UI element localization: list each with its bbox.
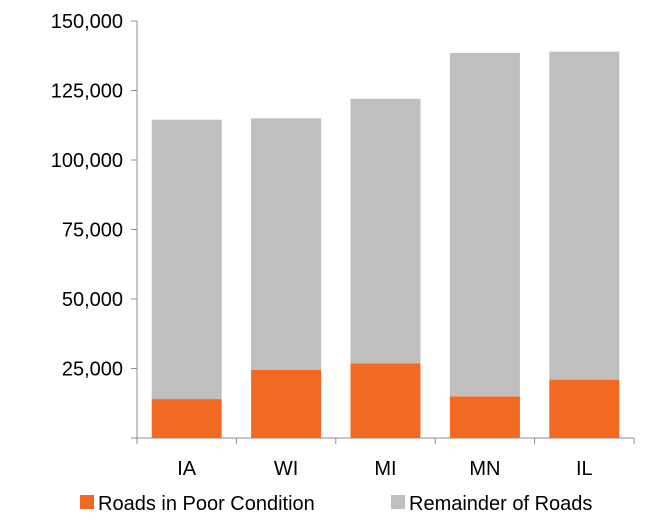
x-tick-label: MI bbox=[374, 458, 396, 480]
legend: Roads in Poor Condition Remainder of Road… bbox=[80, 493, 592, 515]
x-tick-label: MN bbox=[469, 458, 500, 480]
legend-swatch bbox=[80, 495, 94, 509]
y-tick-label: 75,000 bbox=[62, 220, 123, 242]
y-tick-label: 150,000 bbox=[51, 11, 123, 33]
legend-swatch bbox=[391, 495, 405, 509]
bar-poor-condition bbox=[350, 363, 421, 438]
y-tick-label: 25,000 bbox=[62, 359, 123, 381]
x-tick-label: IA bbox=[177, 458, 197, 480]
x-axis: IA WI MI MN IL bbox=[136, 437, 635, 480]
y-tick-label: 100,000 bbox=[51, 150, 123, 172]
bar-poor-condition bbox=[151, 399, 222, 438]
y-tick-label: 125,000 bbox=[51, 81, 123, 103]
x-tick-label: IL bbox=[576, 458, 593, 480]
y-tick-label: 50,000 bbox=[62, 289, 123, 311]
legend-label: Remainder of Roads bbox=[409, 493, 592, 515]
bar-poor-condition bbox=[449, 396, 520, 438]
bar-poor-condition bbox=[251, 369, 322, 438]
bar-remainder bbox=[549, 51, 620, 380]
bar-poor-condition bbox=[549, 379, 620, 438]
bars bbox=[151, 51, 620, 438]
legend-label: Roads in Poor Condition bbox=[98, 493, 315, 515]
bar-remainder bbox=[151, 119, 222, 400]
bar-remainder bbox=[449, 52, 520, 397]
y-axis: 25,000 50,000 75,000 100,000 125,000 150,000 bbox=[51, 11, 138, 439]
bar-remainder bbox=[350, 98, 421, 364]
x-tick-label: WI bbox=[274, 458, 298, 480]
bar-remainder bbox=[251, 118, 322, 370]
